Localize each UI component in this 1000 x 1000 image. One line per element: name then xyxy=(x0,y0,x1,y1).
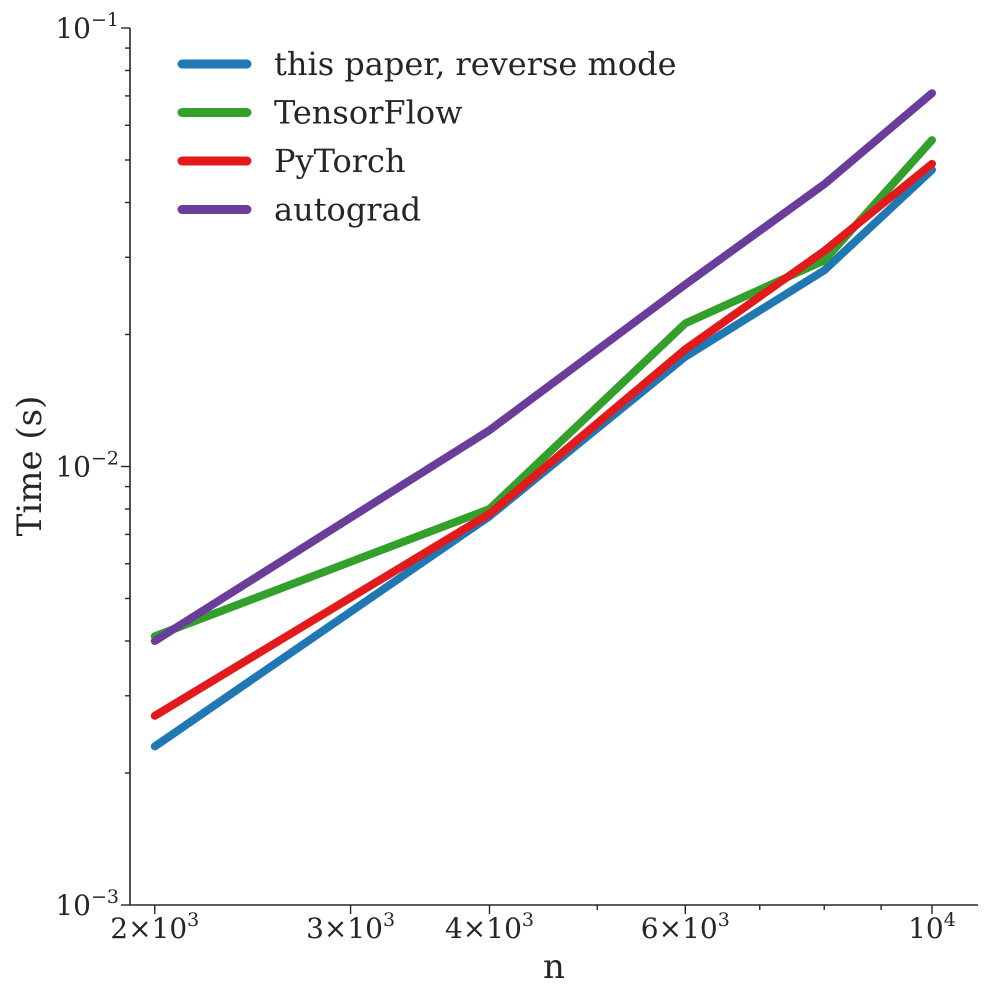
y-axis-title: Time (s) xyxy=(10,396,50,537)
legend-label-this-paper-reverse-mode: this paper, reverse mode xyxy=(274,45,677,83)
series-layer xyxy=(150,89,936,751)
x-tick-label: 4×103 xyxy=(445,909,534,945)
y-tick-labels: 10−3 10−2 10−1 xyxy=(55,9,119,922)
x-axis-title: n xyxy=(543,947,565,987)
x-tick-labels: 2×103 3×103 4×103 6×103 104 xyxy=(110,909,956,945)
legend-label-autograd: autograd xyxy=(274,191,421,229)
y-tick-label: 10−1 xyxy=(55,9,119,45)
legend-label-tensorflow: TensorFlow xyxy=(274,94,462,132)
series-line-autograd xyxy=(150,89,936,645)
legend: this paper, reverse mode TensorFlow PyTorc… xyxy=(177,45,677,229)
minor-ticks xyxy=(125,47,882,910)
y-tick-label: 10−3 xyxy=(55,886,119,922)
series-line-this-paper-reverse-mode xyxy=(150,165,936,751)
x-tick-label: 104 xyxy=(908,909,956,945)
series-line-pytorch xyxy=(150,159,936,720)
x-tick-label: 2×103 xyxy=(110,909,199,945)
x-tick-label: 6×103 xyxy=(641,909,730,945)
legend-label-pytorch: PyTorch xyxy=(274,142,406,180)
major-ticks xyxy=(121,27,933,914)
y-tick-label: 10−2 xyxy=(55,448,119,484)
x-tick-label: 3×103 xyxy=(306,909,395,945)
